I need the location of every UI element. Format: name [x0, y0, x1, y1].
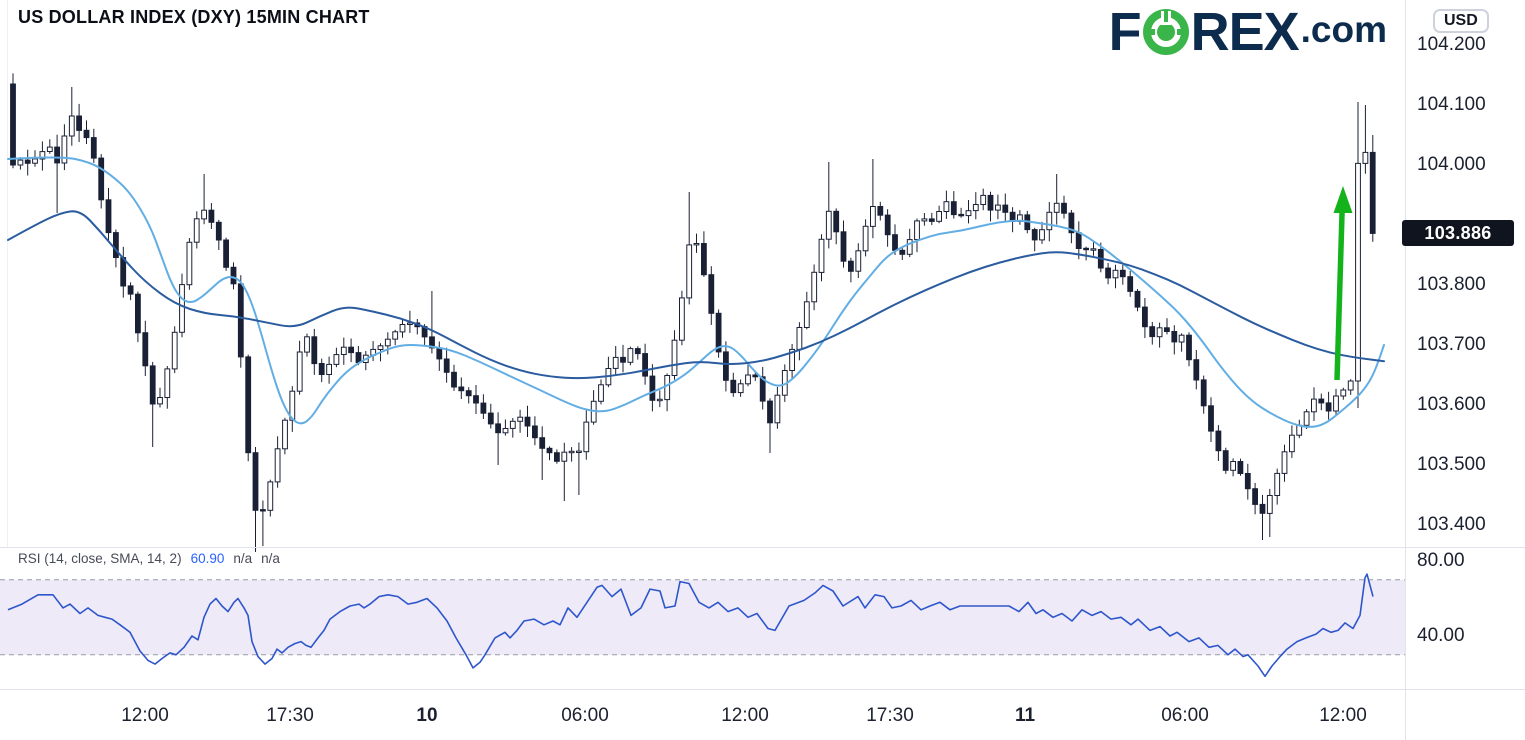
- time-axis-label: 17:30: [866, 705, 914, 726]
- price-axis-label: 104.000: [1417, 154, 1486, 175]
- rsi-line: [7, 573, 1374, 678]
- time-axis-label: 12:00: [721, 705, 769, 726]
- time-axis-label: 12:00: [1319, 705, 1367, 726]
- time-axis-label: 17:30: [266, 705, 314, 726]
- last-price-badge: 103.886: [1402, 220, 1514, 247]
- time-axis-label: 06:00: [1161, 705, 1209, 726]
- logo-letter-f: F: [1108, 2, 1142, 62]
- logo-power-icon: [1142, 9, 1189, 55]
- time-axis-label: 10: [416, 705, 438, 726]
- time-axis-label: 06:00: [561, 705, 609, 726]
- rsi-value: 60.90: [190, 551, 225, 566]
- price-axis-label: 103.500: [1417, 454, 1486, 475]
- rsi-label: RSI (14, close, SMA, 14, 2): [18, 551, 182, 566]
- price-axis-label: 103.600: [1417, 394, 1486, 415]
- candles: [10, 73, 1376, 552]
- price-axis-label: 103.700: [1417, 334, 1486, 355]
- logo-letters-rex: REX: [1190, 2, 1300, 62]
- rsi-axis-label: 40.00: [1417, 625, 1465, 646]
- currency-chip: USD: [1433, 9, 1489, 33]
- time-axis-label: 11: [1014, 705, 1036, 726]
- forex-logo: F REX .com: [1108, 2, 1387, 62]
- price-axis-label: 103.400: [1417, 514, 1486, 535]
- price-axis-label: 104.100: [1417, 94, 1486, 115]
- time-axis-label: 12:00: [121, 705, 169, 726]
- rsi-na-2: n/a: [261, 551, 280, 566]
- sma-fast: [7, 156, 1385, 428]
- price-axis-label: 104.200: [1417, 34, 1486, 55]
- rsi-na-1: n/a: [233, 551, 253, 566]
- chart-title: US DOLLAR INDEX (DXY) 15MIN CHART: [18, 7, 370, 27]
- sma-slow: [7, 210, 1385, 380]
- up-arrow: [1333, 186, 1353, 381]
- rsi-band: [0, 579, 1405, 655]
- rsi-axis-label: 80.00: [1417, 550, 1465, 571]
- price-axis-label: 103.800: [1417, 274, 1486, 295]
- logo-dot-com: .com: [1300, 9, 1387, 50]
- rsi-legend: RSI (14, close, SMA, 14, 2) 60.90 n/a n/…: [18, 551, 280, 566]
